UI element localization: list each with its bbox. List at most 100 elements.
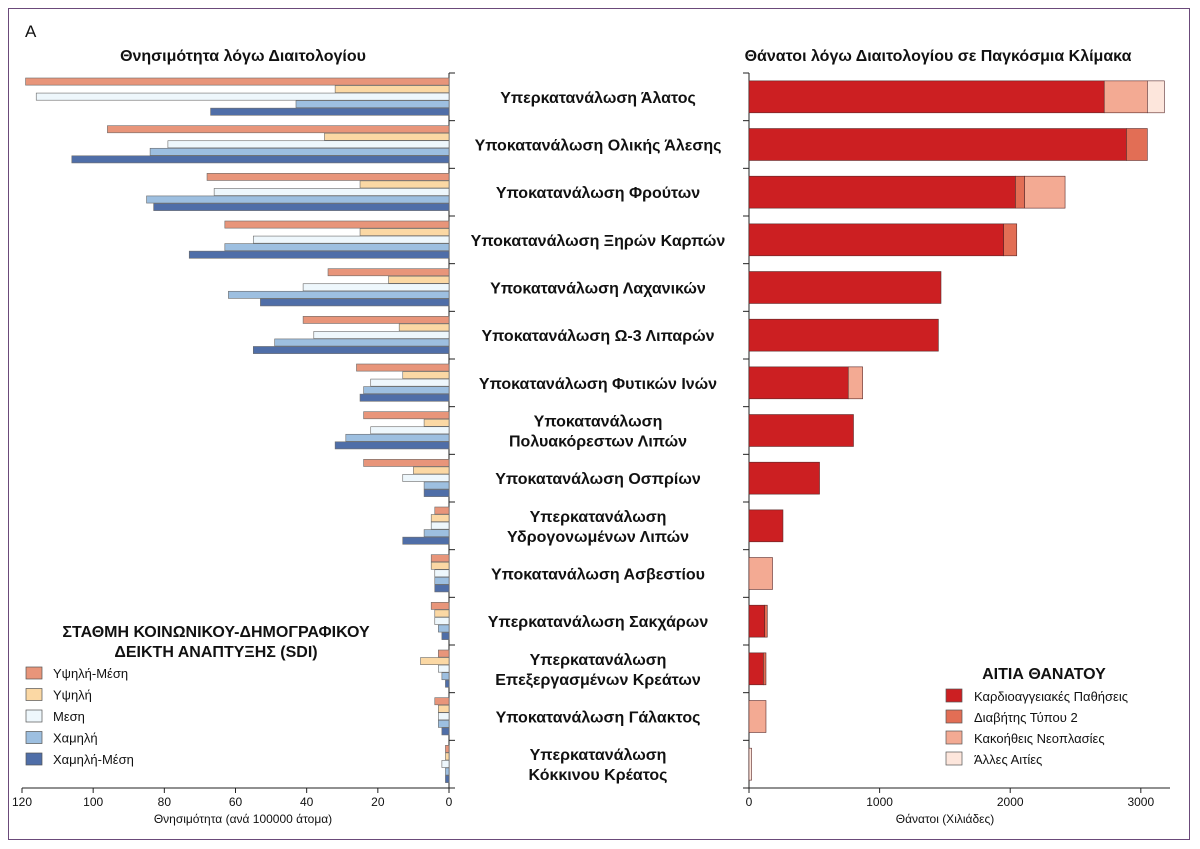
left-bar	[25, 77, 450, 86]
left-bar	[324, 132, 450, 141]
left-bar	[302, 283, 450, 292]
category-label-line: Υποκατανάλωση Ολικής Άλεσης	[475, 138, 722, 155]
right-bar-segment	[763, 652, 767, 686]
sdi-legend-label: Χαμηλή	[53, 731, 98, 746]
category-label: Υπερκατανάλωση Άλατος	[500, 90, 696, 107]
category-label: Υποκατανάλωση Φρούτων	[496, 185, 700, 202]
cause-legend-swatch	[945, 709, 963, 724]
right-bar-segment	[748, 557, 773, 590]
left-bar	[359, 393, 450, 402]
left-bar	[252, 235, 450, 244]
left-bar	[302, 316, 450, 324]
left-bar	[430, 602, 450, 610]
right-bar-segment	[748, 366, 849, 400]
left-bar	[402, 536, 450, 545]
left-bar	[434, 569, 450, 578]
left-x-tick-label: 0	[446, 795, 453, 809]
category-label: Υποκατανάλωση Ολικής Άλεσης	[475, 138, 722, 155]
left-bar	[334, 85, 450, 93]
left-bar	[107, 125, 450, 134]
panel-letter: A	[25, 22, 37, 41]
left-bar	[228, 290, 450, 299]
right-bar-segment	[1015, 175, 1025, 209]
sdi-legend-title: ΔΕΙΚΤΗ ΑΝΑΠΤΥΞΗΣ (SDI)	[114, 644, 317, 661]
left-bar	[423, 489, 450, 497]
left-bar	[356, 363, 450, 372]
category-label: Υποκατανάλωση Ασβεστίου	[491, 567, 705, 584]
right-x-tick-label: 0	[746, 795, 753, 809]
left-bar	[445, 679, 450, 688]
left-bar	[430, 521, 450, 530]
left-bar	[434, 506, 450, 515]
category-label-line: Υπερκατανάλωση Σακχάρων	[488, 614, 709, 631]
left-bar	[441, 632, 450, 640]
category-label-line: Υδρογονωμένων Λιπών	[507, 529, 689, 546]
left-bar	[434, 576, 450, 585]
left-bar	[388, 275, 450, 284]
left-bar	[327, 268, 450, 277]
left-bar	[445, 767, 450, 776]
cause-legend-swatch	[945, 688, 963, 703]
category-label-line: Πολυακόρεστων Λιπών	[509, 434, 687, 451]
category-label-line: Υποκατανάλωση Ασβεστίου	[491, 567, 705, 584]
left-bar	[363, 459, 450, 467]
cause-legend-label: Άλλες Αιτίες	[974, 752, 1042, 767]
category-label: Υποκατανάλωση Οσπρίων	[495, 471, 701, 488]
left-bar	[213, 188, 450, 196]
left-bar	[370, 378, 450, 387]
left-bar	[363, 411, 450, 420]
left-bar	[224, 243, 450, 252]
left-bar	[438, 624, 450, 633]
category-label: Υποκατανάλωση Λαχανικών	[490, 281, 706, 298]
left-bar	[359, 180, 450, 189]
left-bar	[438, 712, 450, 721]
left-bar	[35, 92, 450, 101]
category-label-line: Υποκατανάλωση Ω-3 Λιπαρών	[481, 328, 714, 345]
right-bar-segment	[748, 604, 765, 638]
category-label-line: Υπερκατανάλωση	[530, 652, 667, 669]
category-label-line: Υπερκατανάλωση Άλατος	[500, 90, 696, 107]
right-x-tick-label: 3000	[1127, 795, 1154, 809]
right-x-axis-label: Θάνατοι (Χιλιάδες)	[896, 812, 995, 826]
right-x-tick-label: 1000	[866, 795, 893, 809]
left-bar	[434, 584, 450, 593]
category-label: Υποκατανάλωση Φυτικών Ινών	[479, 376, 717, 393]
right-bar-segment	[748, 223, 1004, 257]
left-x-axis-label: Θνησιμότητα (ανά 100000 άτομα)	[154, 812, 332, 826]
category-label-line: Υποκατανάλωση Λαχανικών	[490, 281, 706, 298]
category-label: Υπερκατανάλωση Σακχάρων	[488, 614, 709, 631]
right-bar-segment	[748, 747, 752, 781]
left-chart-title: Θνησιμότητα λόγω Διαιτολογίου	[120, 48, 366, 65]
left-bar	[423, 529, 450, 538]
left-x-tick-label: 120	[12, 795, 32, 809]
left-bar	[430, 554, 450, 563]
left-bar	[413, 466, 450, 475]
category-label-line: Υποκατανάλωση Ξηρών Καρπών	[471, 233, 726, 250]
left-bar	[445, 775, 450, 783]
left-bar	[260, 298, 450, 307]
category-label-line: Επεξεργασμένων Κρεάτων	[495, 672, 701, 689]
category-label: Υποκατανάλωση Πολυακόρεστων Λιπών	[509, 414, 687, 451]
left-bar	[398, 323, 450, 332]
sdi-legend-swatch	[25, 731, 43, 744]
left-bar	[430, 514, 450, 522]
left-bar	[210, 107, 450, 116]
left-bar	[274, 338, 450, 347]
category-label-line: Υποκατανάλωση	[534, 414, 663, 431]
sdi-legend-label: Υψηλή	[53, 688, 92, 703]
right-bar-segment	[748, 318, 939, 352]
left-bar	[445, 745, 450, 753]
sdi-legend-title: ΣΤΑΘΜΗ ΚΟΙΝΩΝΙΚΟΥ-ΔΗΜΟΓΡΑΦΙΚΟΥ	[62, 624, 370, 641]
figure-frame	[8, 8, 1190, 840]
left-bar	[334, 441, 450, 450]
left-bar	[402, 371, 450, 379]
category-label: Υπερκατανάλωση Κόκκινου Κρέατος	[529, 747, 668, 784]
left-bar	[430, 561, 450, 570]
left-x-tick-label: 60	[229, 795, 243, 809]
left-x-tick-label: 20	[371, 795, 385, 809]
category-labels: Υπερκατανάλωση Άλατος Υποκατανάλωση Ολική…	[471, 90, 726, 784]
cause-legend: ΑΙΤΙΑ ΘΑΝΑΤΟΥ Καρδιοαγγειακές Παθήσεις Δια…	[945, 666, 1128, 767]
left-bar	[252, 346, 450, 354]
left-x-tick-label: 100	[83, 795, 103, 809]
